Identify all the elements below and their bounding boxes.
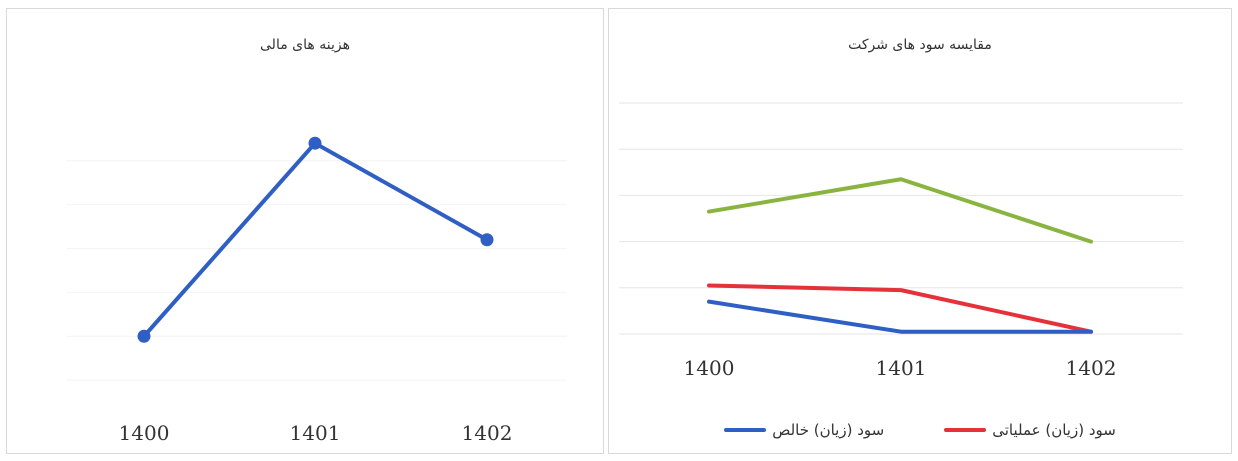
x-tick-label: 1401 (290, 421, 341, 445)
legend-item-operating-profit: سود (زیان) عملیاتی (944, 421, 1116, 439)
gridlines (619, 102, 1183, 335)
series-line (142, 141, 489, 339)
data-point (137, 329, 151, 343)
chart-panel-profit-comparison: مقایسه سود های شرکت 1400 1401 1402 سود (زی… (608, 8, 1232, 454)
financial-costs-chart: 1400 1401 1402 (67, 136, 567, 445)
chart-title: مقایسه سود های شرکت (848, 37, 992, 53)
legend-swatch (724, 428, 767, 432)
legend-label: سود (زیان) خالص (772, 421, 885, 439)
data-point (480, 233, 494, 247)
x-tick-label: 1400 (684, 356, 735, 380)
x-tick-label: 1402 (1066, 356, 1117, 380)
gridlines (67, 160, 567, 381)
x-tick-label: 1402 (462, 421, 513, 445)
x-tick-label: 1400 (119, 421, 170, 445)
chart-panel-financial-costs: هزینه های مالی 1400 1401 1402 (6, 8, 604, 454)
legend: سود (زیان) عملیاتی سود (زیان) خالص (609, 421, 1231, 439)
chart-title: هزینه های مالی (260, 37, 350, 53)
data-point (308, 136, 322, 150)
legend-label: سود (زیان) عملیاتی (992, 421, 1116, 439)
legend-swatch (944, 428, 987, 432)
series-line (707, 283, 1093, 334)
series-line (707, 299, 1093, 334)
series-line (707, 177, 1093, 244)
profit-comparison-chart: 1400 1401 1402 (619, 102, 1183, 380)
legend-item-net-profit: سود (زیان) خالص (724, 421, 884, 439)
x-tick-label: 1401 (876, 356, 927, 380)
